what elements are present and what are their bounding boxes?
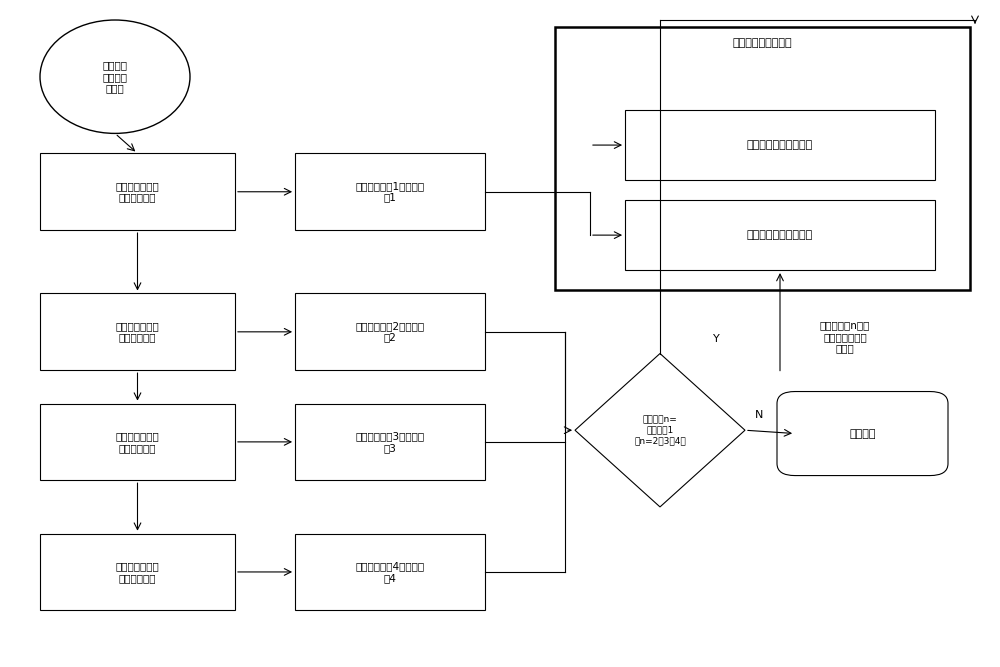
Text: 第二次，录制用
户所说唤醒词: 第二次，录制用 户所说唤醒词 (116, 321, 159, 343)
Text: 自定义唤醒词存储区: 自定义唤醒词存储区 (733, 39, 792, 48)
Text: N: N (755, 410, 763, 420)
Text: 用声纹特征n优化
自定义唤醒词声
纹模型: 用声纹特征n优化 自定义唤醒词声 纹模型 (820, 320, 870, 354)
FancyBboxPatch shape (40, 534, 235, 610)
Text: 生成识别结果4和声纹特
征4: 生成识别结果4和声纹特 征4 (355, 561, 425, 583)
Text: 第四次，录制用
户所说唤醒词: 第四次，录制用 户所说唤醒词 (116, 561, 159, 583)
FancyBboxPatch shape (295, 293, 485, 370)
Text: Y: Y (712, 334, 719, 344)
Text: 生成识别结果1和声纹特
征1: 生成识别结果1和声纹特 征1 (355, 181, 425, 203)
FancyBboxPatch shape (625, 200, 935, 270)
FancyBboxPatch shape (40, 293, 235, 370)
Text: 第三次，录制用
户所说唤醒词: 第三次，录制用 户所说唤醒词 (116, 431, 159, 453)
Text: 识别结果n=
识别结果1
（n=2，3，4）: 识别结果n= 识别结果1 （n=2，3，4） (634, 416, 686, 445)
Text: 自定义唤醒词识别结果: 自定义唤醒词识别结果 (747, 140, 813, 150)
FancyBboxPatch shape (295, 534, 485, 610)
FancyBboxPatch shape (555, 27, 970, 290)
FancyBboxPatch shape (40, 404, 235, 480)
Text: 生成识别结果3和声纹特
征3: 生成识别结果3和声纹特 征3 (355, 431, 425, 453)
FancyBboxPatch shape (40, 153, 235, 230)
FancyBboxPatch shape (295, 404, 485, 480)
Text: 第一次，录制用
户所说唤醒词: 第一次，录制用 户所说唤醒词 (116, 181, 159, 203)
FancyBboxPatch shape (295, 153, 485, 230)
Text: 自定义唤醒词声纹模型: 自定义唤醒词声纹模型 (747, 230, 813, 240)
FancyBboxPatch shape (625, 110, 935, 180)
Text: 重新录制: 重新录制 (849, 429, 876, 438)
Text: 生成识别结果2和声纹特
征2: 生成识别结果2和声纹特 征2 (355, 321, 425, 343)
FancyBboxPatch shape (777, 392, 948, 476)
Text: 启动用户
自定义唤
醒设置: 启动用户 自定义唤 醒设置 (103, 60, 128, 93)
